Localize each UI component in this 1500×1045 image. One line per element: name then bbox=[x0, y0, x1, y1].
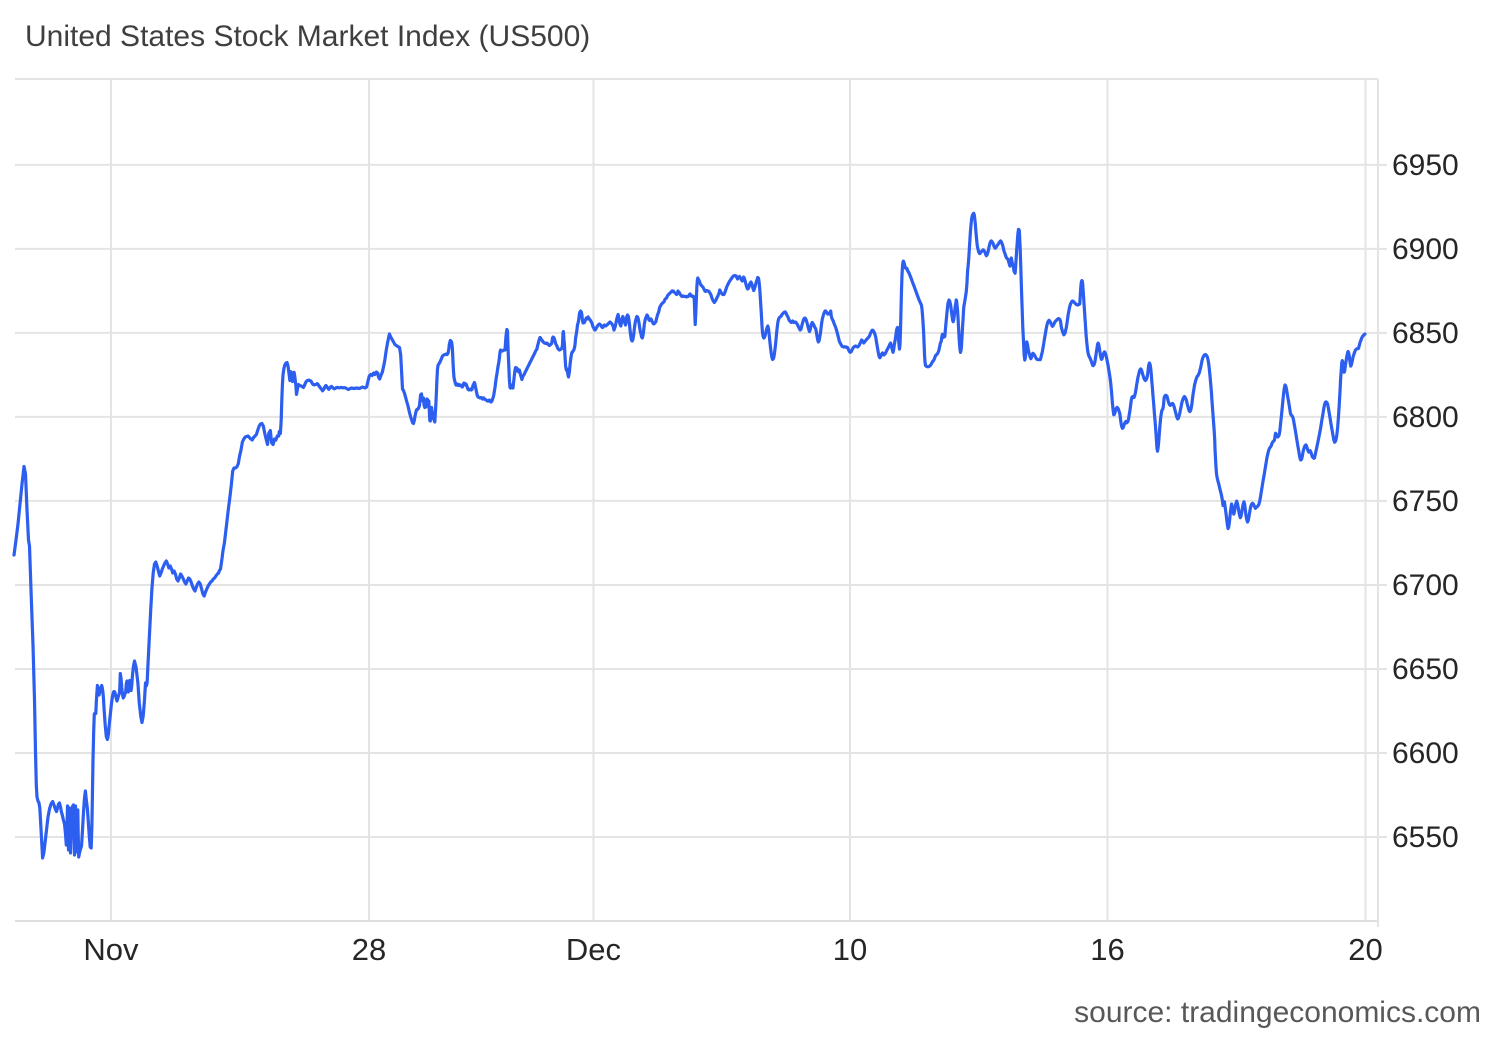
svg-text:6650: 6650 bbox=[1392, 653, 1459, 686]
svg-text:Nov: Nov bbox=[83, 932, 139, 967]
svg-text:6600: 6600 bbox=[1392, 737, 1459, 770]
svg-text:6550: 6550 bbox=[1392, 821, 1459, 854]
svg-text:6950: 6950 bbox=[1392, 149, 1459, 182]
svg-text:10: 10 bbox=[833, 932, 867, 967]
svg-text:Dec: Dec bbox=[566, 932, 621, 967]
svg-text:6850: 6850 bbox=[1392, 317, 1459, 350]
svg-text:6800: 6800 bbox=[1392, 401, 1459, 434]
svg-text:6900: 6900 bbox=[1392, 233, 1459, 266]
svg-text:16: 16 bbox=[1090, 932, 1124, 967]
svg-text:28: 28 bbox=[352, 932, 386, 967]
svg-text:6700: 6700 bbox=[1392, 569, 1459, 602]
svg-text:20: 20 bbox=[1348, 932, 1382, 967]
svg-text:6750: 6750 bbox=[1392, 485, 1459, 518]
